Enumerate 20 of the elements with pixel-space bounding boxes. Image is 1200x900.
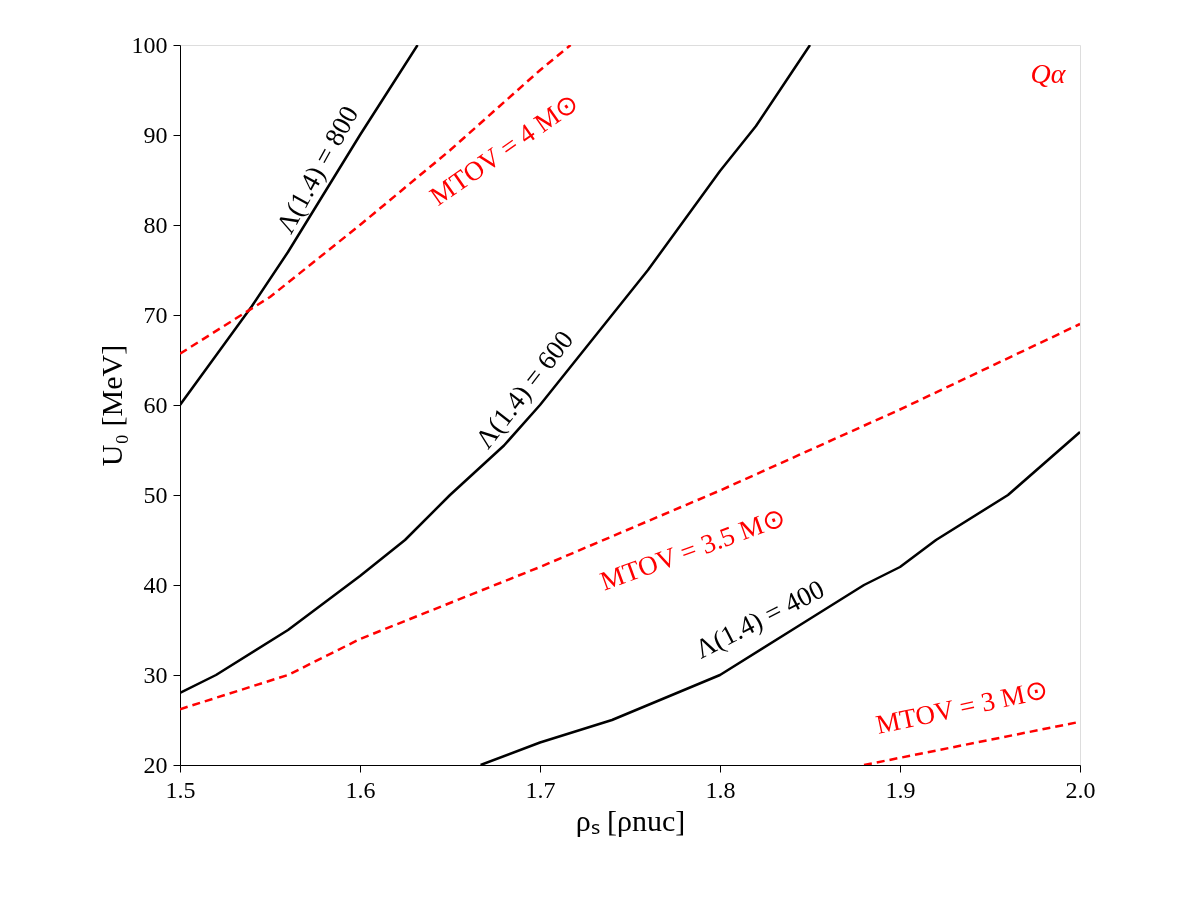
y-tick-label: 60 — [143, 391, 168, 418]
annotation: MTOV = 3 M⊙ — [873, 674, 1051, 740]
annotation: MTOV = 3.5 M⊙ — [596, 501, 790, 597]
x-tick-label: 1.5 — [165, 776, 196, 803]
y-tick-label: 40 — [143, 571, 168, 598]
y-axis-title: U₀ [MeV] — [94, 344, 128, 467]
x-tick-label: 1.7 — [525, 776, 556, 803]
x-tick-label: 2.0 — [1065, 776, 1096, 803]
y-tick-label: 90 — [143, 121, 168, 148]
y-tick-label: 100 — [131, 31, 168, 58]
x-axis-title: ρₛ [ρnuc] — [575, 803, 686, 837]
annotation: Qα — [1030, 58, 1067, 89]
x-tick-label: 1.6 — [345, 776, 376, 803]
y-tick-label: 70 — [143, 301, 168, 328]
y-tick-label: 30 — [143, 661, 168, 688]
y-tick-label: 50 — [143, 481, 168, 508]
x-tick-label: 1.9 — [885, 776, 916, 803]
y-tick-label: 80 — [143, 211, 168, 238]
x-tick-label: 1.8 — [705, 776, 736, 803]
y-tick-label: 20 — [143, 751, 168, 778]
